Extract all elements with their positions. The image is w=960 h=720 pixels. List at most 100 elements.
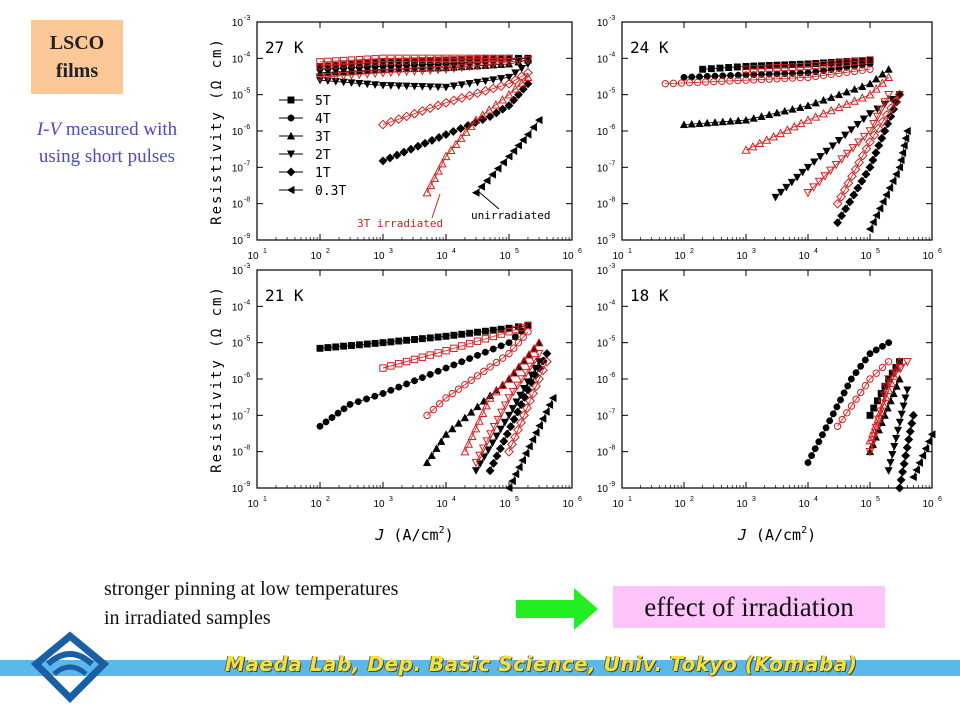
data-point <box>529 343 539 353</box>
data-point <box>449 64 459 74</box>
data-point <box>525 362 536 372</box>
data-point <box>489 423 499 432</box>
data-point <box>504 59 514 68</box>
data-point <box>898 148 907 157</box>
data-point <box>886 103 897 114</box>
data-point <box>833 422 842 430</box>
data-point <box>788 63 797 71</box>
legend-label: 2T <box>315 148 331 163</box>
x-tick-label: 10 <box>922 251 934 262</box>
data-point <box>286 167 296 177</box>
x-tick-label: 10 <box>860 499 872 510</box>
data-point <box>757 112 766 120</box>
data-point <box>857 150 868 161</box>
data-point <box>811 98 820 107</box>
data-point <box>399 147 409 157</box>
data-point <box>467 376 475 384</box>
chart-panel-2: 10 1 10 2 10 3 10 4 10 5 10 610 -310 -410 -510 -610 -710… <box>597 15 942 262</box>
data-point <box>896 475 906 485</box>
x-tick-exponent: 1 <box>628 496 632 503</box>
data-point <box>853 183 863 193</box>
y-tick-exponent: -4 <box>609 299 615 306</box>
data-point <box>866 411 874 419</box>
y-tick-exponent: -4 <box>244 51 250 58</box>
conclusion-text: stronger pinning at low temperatures in … <box>104 575 398 633</box>
data-point <box>837 211 847 221</box>
data-point <box>347 66 356 75</box>
data-point <box>456 133 466 142</box>
data-point <box>513 57 524 66</box>
series-line <box>745 59 871 70</box>
series-1t <box>895 410 918 493</box>
series-2t <box>315 60 533 92</box>
y-tick-exponent: -5 <box>244 88 250 95</box>
data-point <box>435 400 444 408</box>
data-point <box>467 431 477 441</box>
series-3t-irr <box>460 337 544 456</box>
y-tick-exponent: -5 <box>244 336 250 343</box>
data-point <box>810 158 819 167</box>
data-point <box>371 392 379 400</box>
data-point <box>710 118 720 126</box>
data-point <box>378 69 388 78</box>
data-point <box>355 341 363 349</box>
y-tick-label: 10 <box>232 339 244 350</box>
y-tick-exponent: -9 <box>609 481 615 488</box>
y-tick-label: 10 <box>232 18 244 29</box>
data-point <box>370 69 380 79</box>
data-point <box>371 339 379 347</box>
data-point <box>486 430 496 439</box>
data-point <box>488 458 499 468</box>
x-tick-exponent: 1 <box>263 496 267 503</box>
data-point <box>699 65 707 73</box>
data-point <box>430 173 440 182</box>
data-point <box>426 370 434 378</box>
data-point <box>508 405 517 413</box>
data-point <box>450 331 458 339</box>
data-point <box>775 128 785 138</box>
data-point <box>852 395 860 403</box>
data-point <box>484 446 493 455</box>
data-point <box>514 338 523 347</box>
panel-title: 27 K <box>265 38 304 57</box>
x-tick-exponent: 5 <box>515 248 519 255</box>
data-point <box>834 137 844 145</box>
series-4t <box>804 339 893 467</box>
data-point <box>403 380 411 388</box>
data-point <box>548 393 557 403</box>
data-point <box>434 54 442 63</box>
data-point <box>434 83 443 92</box>
series-3t-irr <box>422 72 533 197</box>
series-1t <box>378 79 533 166</box>
y-tick-label: 10 <box>597 18 609 29</box>
y-tick-exponent: -6 <box>609 124 615 131</box>
data-point <box>488 439 497 448</box>
data-point <box>355 66 364 75</box>
data-point <box>507 439 517 450</box>
data-point <box>425 66 435 75</box>
data-point <box>869 218 877 227</box>
data-point <box>901 134 910 143</box>
data-point <box>458 342 466 350</box>
series-line <box>382 72 529 125</box>
data-point <box>434 132 444 143</box>
data-point <box>497 60 506 68</box>
series-2t <box>884 386 912 475</box>
data-point <box>679 120 689 129</box>
data-point <box>441 151 451 161</box>
data-point <box>858 82 867 90</box>
data-point <box>497 408 507 418</box>
data-point <box>410 54 419 63</box>
data-point <box>509 146 518 156</box>
series-3t <box>679 65 893 129</box>
data-point <box>873 415 883 425</box>
data-point <box>379 390 387 397</box>
data-point <box>473 78 482 87</box>
data-point <box>426 56 434 65</box>
data-point <box>874 140 884 151</box>
x-label-superscript: 2 <box>439 525 445 536</box>
data-point <box>718 117 727 126</box>
data-point <box>841 204 851 214</box>
data-point <box>516 400 526 410</box>
data-point <box>456 123 466 134</box>
